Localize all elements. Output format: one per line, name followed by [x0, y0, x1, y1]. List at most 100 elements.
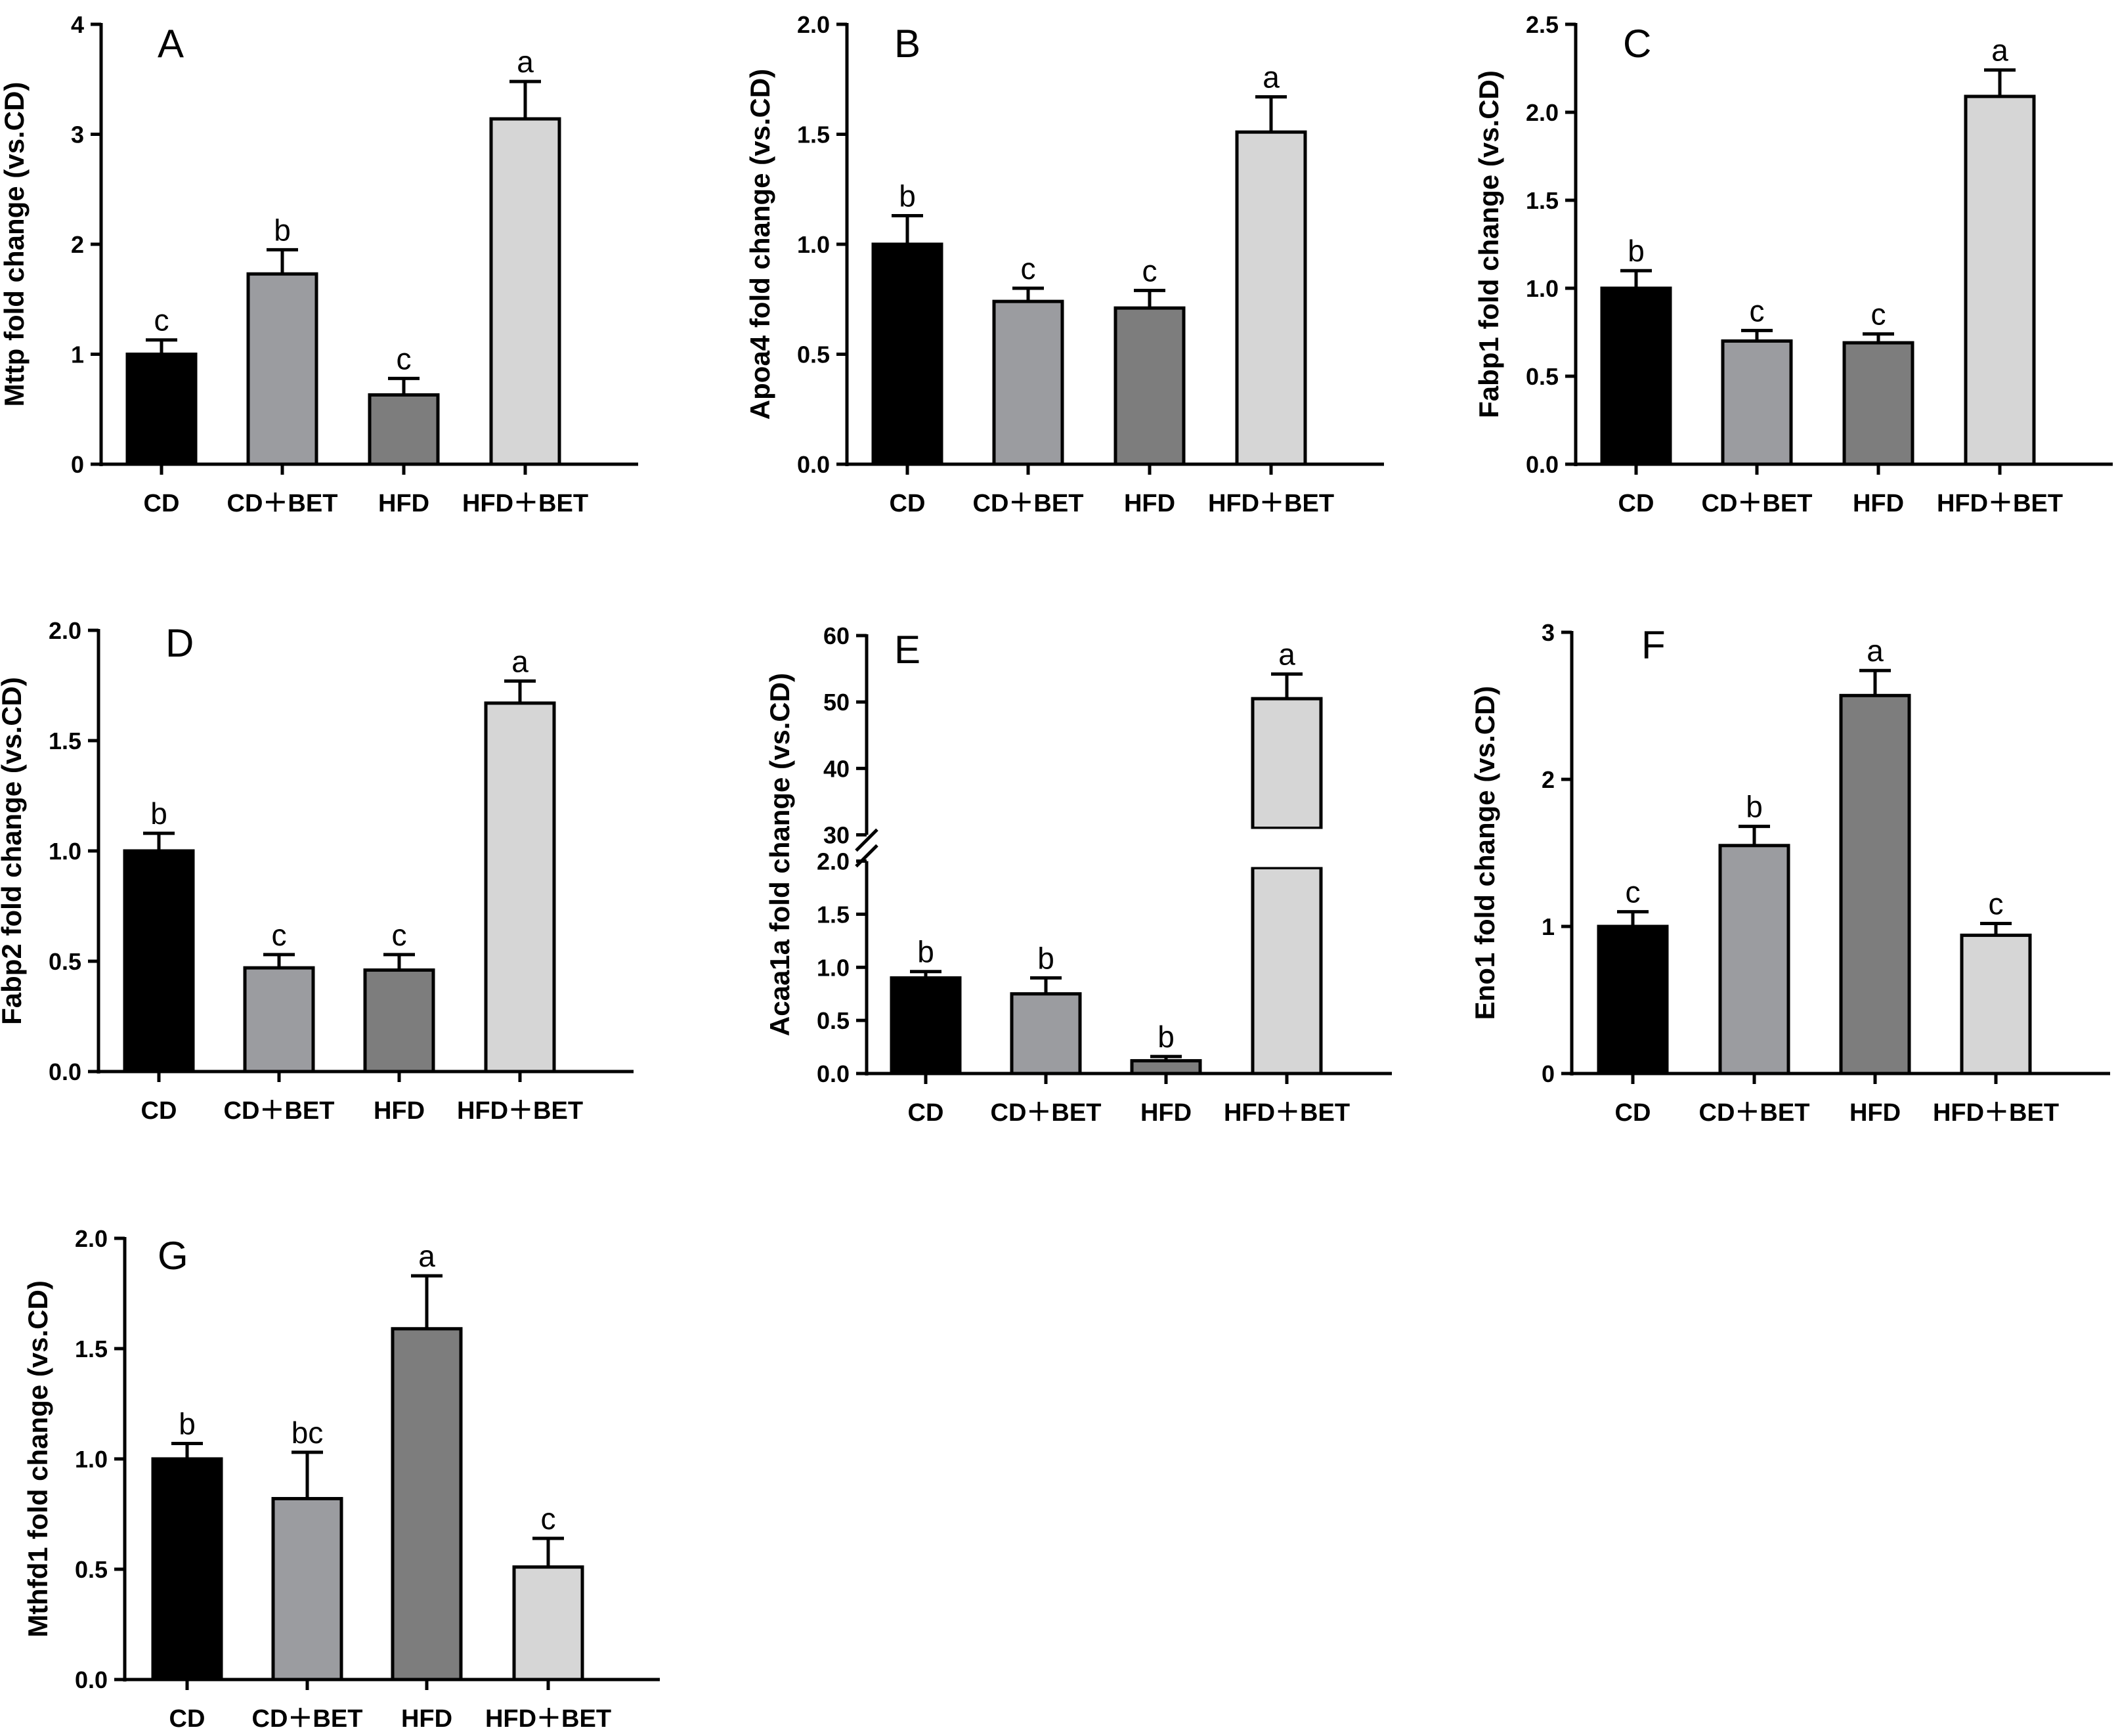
y-tick-label: 1.0 — [1526, 275, 1559, 302]
x-tick-label: CD — [141, 1097, 177, 1125]
x-tick-label: HFD＋BET — [457, 1097, 583, 1125]
x-tick-label: CD — [890, 490, 926, 517]
y-tick-label: 0.5 — [49, 948, 81, 975]
panel-a: c b c a CD CD＋BET HFD HFD＋BET 0 1 2 3 4 Mttp fold cha… — [0, 11, 638, 517]
significance-letter: b — [1037, 941, 1054, 975]
x-tick-label: HFD — [1849, 1099, 1901, 1127]
y-tick-label: 2 — [1542, 766, 1555, 793]
x-tick-label: CD＋BET — [991, 1099, 1102, 1127]
x-tick-label: HFD＋BET — [1208, 490, 1334, 517]
y-tick-label: 2.5 — [1526, 11, 1559, 38]
x-tick-label: HFD＋BET — [1933, 1099, 2059, 1127]
y-axis-title: Fabp1 fold change (vs.CD) — [1473, 70, 1504, 418]
x-tick-label: CD＋BET — [227, 490, 338, 517]
y-tick-label: 0.0 — [49, 1058, 81, 1085]
x-tick-label: HFD＋BET — [1224, 1099, 1350, 1127]
bar — [1960, 933, 2032, 1075]
significance-letter: b — [1628, 234, 1645, 268]
y-tick-label: 60 — [823, 622, 850, 649]
panel-f: c b a c CD CD＋BET HFD HFD＋BET 0 1 2 3 Eno1 fold chan… — [1469, 619, 2110, 1127]
x-tick-label: HFD — [1124, 490, 1175, 517]
x-tick-label: CD＋BET — [1702, 490, 1813, 517]
bar — [123, 849, 195, 1074]
y-tick-label: 0.5 — [817, 1007, 850, 1034]
x-tick-label: HFD — [1853, 490, 1904, 517]
x-tick-label: HFD＋BET — [462, 490, 588, 517]
bar — [391, 1327, 463, 1682]
bar — [243, 966, 315, 1074]
significance-letter: c — [392, 918, 407, 952]
bar — [512, 1565, 584, 1682]
bar-break-gap — [1250, 829, 1324, 867]
y-tick-label: 0 — [71, 451, 84, 478]
y-tick-label: 1.0 — [797, 231, 830, 258]
y-tick-label: 2 — [71, 231, 84, 258]
bar — [484, 701, 556, 1074]
x-tick-label: HFD — [378, 490, 429, 517]
bar — [1839, 693, 1911, 1075]
x-tick-label: HFD＋BET — [1937, 490, 2063, 517]
bar — [1113, 306, 1186, 466]
bar — [1718, 844, 1790, 1075]
significance-letter: a — [511, 644, 529, 678]
x-tick-label: CD — [1615, 1099, 1651, 1127]
x-tick-label: CD — [144, 490, 180, 517]
panel-e: b b b a CD CD＋BET HFD HFD＋BET 0.0 0.5 1.0 1.5 2.030 4… — [764, 622, 1392, 1127]
y-tick-label: 1.5 — [797, 121, 830, 148]
y-tick-label: 0.0 — [817, 1060, 850, 1087]
y-tick-label: 1 — [71, 341, 84, 368]
significance-letter: c — [397, 341, 412, 376]
x-tick-label: HFD — [374, 1097, 425, 1125]
significance-letter: c — [272, 918, 287, 952]
y-tick-label: 1 — [1542, 913, 1555, 940]
x-tick-label: CD — [169, 1705, 205, 1733]
significance-letter: b — [150, 796, 167, 831]
x-tick-label: CD＋BET — [973, 490, 1084, 517]
bar — [125, 353, 198, 466]
x-tick-label: HFD — [401, 1705, 452, 1733]
x-tick-label: CD＋BET — [1699, 1099, 1810, 1127]
significance-letter: c — [1989, 887, 2004, 921]
panel-g: b bc a c CD CD＋BET HFD HFD＋BET 0.0 0.5 1.0 1.5 2.0 Mt… — [22, 1225, 660, 1733]
y-axis-title: Acaa1a fold change (vs.CD) — [764, 673, 795, 1036]
panel-d: b c c a CD CD＋BET HFD HFD＋BET 0.0 0.5 1.0 1.5 2.0 Fab… — [0, 617, 634, 1125]
y-tick-label: 1.5 — [75, 1335, 108, 1362]
y-tick-label: 50 — [823, 689, 850, 716]
significance-letter: c — [1750, 293, 1765, 328]
significance-letter: b — [1157, 1020, 1175, 1054]
y-tick-label: 40 — [823, 755, 850, 782]
bar — [1251, 697, 1323, 830]
bar — [271, 1496, 343, 1682]
significance-letter: b — [179, 1406, 196, 1441]
bar — [1600, 286, 1672, 466]
y-tick-label: 0.0 — [75, 1666, 108, 1693]
y-tick-label: 2.0 — [75, 1225, 108, 1252]
y-axis-title: Eno1 fold change (vs.CD) — [1469, 686, 1500, 1020]
bar — [363, 968, 435, 1074]
x-tick-label: CD＋BET — [224, 1097, 335, 1125]
bar — [1721, 339, 1793, 466]
panel-letter: C — [1623, 22, 1651, 66]
bar — [871, 242, 943, 466]
y-axis-title: Mthfd1 fold change (vs.CD) — [22, 1280, 53, 1638]
significance-letter: c — [541, 1502, 556, 1536]
significance-letter: c — [1142, 253, 1157, 288]
significance-letter: a — [1278, 638, 1295, 672]
panel-c: b c c a CD CD＋BET HFD HFD＋BET 0.0 0.5 1.0 1.5 2.0 2.5… — [1473, 11, 2113, 517]
bar — [992, 299, 1064, 466]
bar — [151, 1457, 223, 1682]
y-tick-label: 0.5 — [75, 1556, 108, 1583]
bar — [1010, 992, 1082, 1075]
x-tick-label: CD — [1618, 490, 1654, 517]
bar — [1964, 95, 2036, 466]
y-tick-label: 0.5 — [797, 341, 830, 368]
panel-letter: F — [1641, 623, 1666, 667]
significance-letter: b — [274, 213, 291, 247]
y-tick-label: 1.5 — [49, 727, 81, 754]
significance-letter: c — [1626, 875, 1641, 909]
x-tick-label: CD＋BET — [252, 1705, 363, 1733]
y-tick-label: 4 — [71, 11, 84, 38]
bar — [489, 117, 561, 466]
y-tick-label: 1.0 — [75, 1446, 108, 1473]
y-tick-label: 0.5 — [1526, 363, 1559, 390]
